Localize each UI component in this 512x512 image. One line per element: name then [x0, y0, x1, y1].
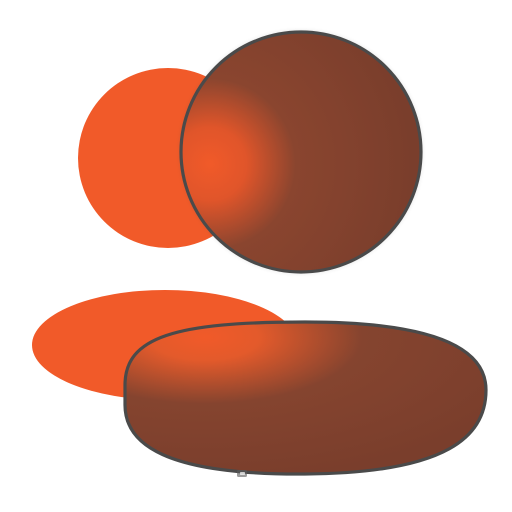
front-body	[123, 320, 488, 477]
front-head	[179, 30, 423, 274]
